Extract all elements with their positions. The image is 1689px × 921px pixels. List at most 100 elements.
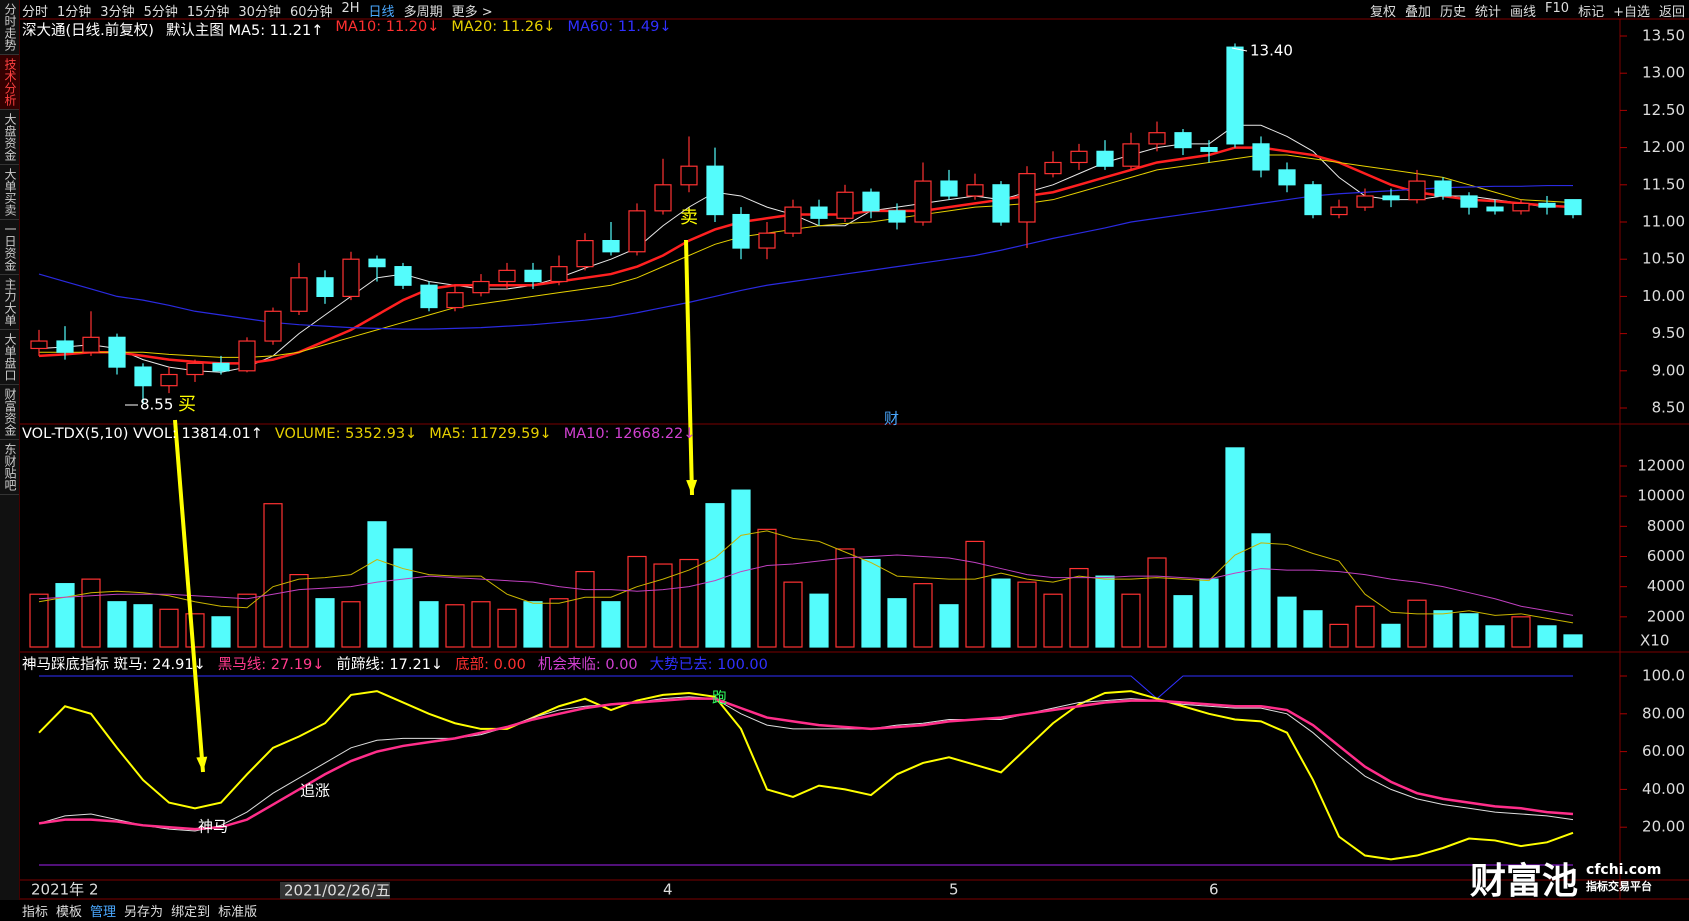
candle-body [628,210,646,253]
annotation: 财 [884,410,899,428]
volume-bar [393,548,413,648]
signal-arrowhead [196,756,208,772]
tool-button[interactable]: +自选 [1613,5,1650,20]
bottom-tab[interactable]: 管理 [90,905,117,920]
signal-arrow [684,239,694,496]
sidebar-tab[interactable]: 技术分析 [0,55,19,110]
tool-button[interactable]: 返回 [1658,5,1685,20]
sidebar-tab[interactable]: 分时走势 [0,0,19,55]
tool-button[interactable]: 画线 [1510,5,1537,20]
sidebar-tab[interactable]: 财富资金 [0,385,19,440]
volume-bar [809,593,829,648]
volume-bar [263,503,283,648]
bottom-tab[interactable]: 指标 [22,905,49,920]
y-tick-label: 4000 [1647,577,1685,595]
candle-body [420,284,438,309]
candle-body [1148,132,1166,145]
watermark-site: cfchi.com [1586,862,1662,878]
price-header: 深大通(日线.前复权) 默认主图 MA5: 11.21↑ MA10: 11.20↓ M… [22,19,672,40]
period-button[interactable]: 分时 [22,5,49,20]
tool-button[interactable]: 统计 [1475,5,1502,20]
candle-body [1330,206,1348,216]
legend-entry: 机会来临: 0.00 [537,657,638,673]
period-button[interactable]: 30分钟 [238,5,281,20]
indicator-line [38,146,1574,365]
volume-bar [679,558,699,648]
y-tick-label: 13.50 [1642,27,1685,45]
period-button[interactable]: 60分钟 [289,5,333,20]
period-button[interactable]: 1分钟 [57,5,92,20]
cursor-date-box [280,882,390,899]
candle-body [1538,202,1556,208]
tool-button[interactable]: F10 [1545,1,1570,16]
sidebar-tab[interactable]: 东财贴吧 [0,440,19,495]
candle-body [30,340,48,350]
candle-body [862,191,880,212]
bottom-tab[interactable]: 模板 [56,905,83,920]
volume-header: VOL-TDX(5,10) VVOL: 13814.01↑ VOLUME: 535… [22,426,695,442]
y-tick-label: 12.00 [1642,138,1685,156]
bottom-tab[interactable]: 另存为 [124,905,164,920]
candle-body [342,258,360,298]
period-button[interactable]: 日线 [368,5,395,20]
annotation: 跑 [712,689,727,707]
candle-body [498,269,516,283]
legend-entry: 黑马线: 27.19↓ [217,657,325,673]
volume-bar [1017,581,1037,648]
annotation: 卖 [680,207,698,228]
tool-button[interactable]: 叠加 [1404,5,1431,20]
candle-body [212,362,230,372]
y-tick-label: 11.50 [1642,175,1685,193]
tool-button[interactable]: 标记 [1578,5,1605,20]
candle-body [134,366,152,387]
period-button[interactable]: 5分钟 [143,5,178,20]
bottom-tabs: 指标 模板 管理 另存为 绑定到 标准版 [22,901,257,920]
volume-bar [939,604,959,648]
candle-body [654,184,672,212]
sidebar-tab[interactable]: 一日资金 [0,220,19,275]
y-tick-label: 8.50 [1652,399,1685,417]
volume-bar [289,573,309,648]
volume-bar [341,601,361,648]
legend-entry: MA60: 11.49↓ [567,19,672,35]
candle-body [368,258,386,268]
volume-bar [601,601,621,648]
period-button[interactable]: 多周期 [403,5,443,20]
candle-body [602,240,620,253]
annotation: 买 [178,394,196,415]
x-tick-label: 6 [1209,881,1219,899]
legend-entry: 底部: 0.00 [455,657,526,673]
legend-entry: VOLUME: 5352.93↓ [274,426,418,442]
bottom-tab[interactable]: 绑定到 [171,905,211,920]
period-button[interactable]: 2H [341,1,360,16]
candle-body [160,373,178,387]
volume-bar [1121,593,1141,648]
candle-body [186,362,204,376]
volume-bar [1459,613,1479,648]
volume-bar [835,548,855,648]
volume-bar [29,593,49,648]
sidebar-tab[interactable]: 大盘资金 [0,110,19,165]
bottom-tab[interactable]: 标准版 [218,905,258,920]
volume-bar [887,598,907,648]
volume-bar [861,558,881,648]
sidebar-tab[interactable]: 大单买卖 [0,165,19,220]
sidebar-tab[interactable]: 主力大单 [0,275,19,330]
legend-entry: MA5: 11729.59↓ [429,426,552,442]
period-button[interactable]: 3分钟 [100,5,135,20]
period-button[interactable]: 15分钟 [186,5,230,20]
sidebar-tab[interactable]: 大单盘口 [0,330,19,385]
y-tick-label: 40.00 [1642,780,1685,798]
volume-bar [1173,595,1193,648]
y-tick-label: 11.00 [1642,213,1685,231]
candle-body [1174,132,1192,149]
volume-bar [237,593,257,648]
volume-bar [1069,567,1089,648]
candle-body [576,240,594,268]
candle-body [524,269,542,283]
volume-bar [1225,447,1245,648]
tool-button[interactable]: 历史 [1439,5,1466,20]
volume-bar [523,601,543,648]
period-button[interactable]: 更多 > [451,5,493,20]
tool-button[interactable]: 复权 [1369,5,1396,20]
